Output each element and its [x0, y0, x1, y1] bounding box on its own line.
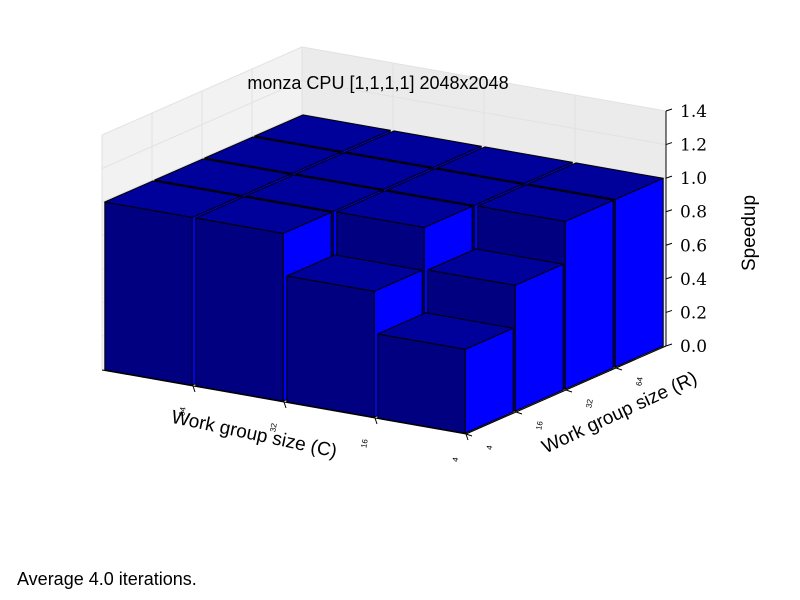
x-tick-mark	[374, 417, 378, 425]
bar-3-3-top	[527, 162, 664, 200]
x-axis-label: Work group size (C)	[170, 407, 339, 463]
bar-1-3-top	[345, 130, 482, 168]
z-tick-mark	[665, 108, 673, 112]
z-tick-mark	[665, 276, 673, 280]
z-tick-mark	[665, 209, 673, 213]
bar-2-1-top	[336, 190, 473, 228]
bar-1-0-top	[195, 196, 332, 234]
bar-2-2-top	[386, 168, 523, 206]
z-tick-mark	[665, 309, 673, 313]
x-tick-label: 16	[359, 438, 370, 449]
bar-1-1-top	[245, 174, 382, 212]
y-tick-label: 32	[584, 398, 595, 409]
y-tick-label: 4	[485, 444, 495, 450]
bar-3-3-side	[614, 177, 664, 368]
z-tick-mark	[665, 242, 673, 246]
bar-1-0-front	[195, 217, 284, 402]
z-tick-label: 0.0	[680, 337, 707, 357]
z-tick-label: 0.6	[680, 236, 707, 256]
bar-2-3-top	[436, 146, 573, 184]
z-tick-label: 1.4	[680, 102, 707, 122]
x-tick-label: 32	[268, 422, 279, 433]
bar-0-3-top	[254, 114, 391, 152]
z-tick-label: 0.8	[680, 203, 707, 223]
y-tick-label: 64	[634, 376, 645, 387]
bar-0-0-front	[104, 201, 193, 386]
z-tick-mark	[665, 343, 673, 347]
bar-3-0-top	[377, 312, 514, 350]
bars	[104, 114, 664, 434]
chart-title: monza CPU [1,1,1,1] 2048x2048	[247, 73, 508, 93]
tick-labels: 64 32 16 4 4 16 32 64 0.0 0.2 0.4 0.6 0.8 1.0 1.2 1.4	[177, 102, 707, 463]
bar-0-0-top	[104, 180, 241, 218]
z-tick-label: 1.2	[680, 136, 707, 156]
x-tick-label: 64	[177, 406, 188, 417]
footnote: Average 4.0 iterations.	[17, 569, 197, 589]
z-tick-label: 1.0	[680, 169, 707, 189]
z-axis-label: Speedup	[739, 195, 760, 271]
x-tick-mark	[465, 433, 469, 441]
bar-3-0-front	[377, 333, 466, 434]
x-tick-mark	[192, 385, 196, 393]
bar-0-2-top	[204, 136, 341, 174]
y-tick-mark	[615, 367, 623, 371]
x-tick-label: 4	[451, 456, 461, 462]
z-tick-mark	[665, 175, 673, 179]
bar-3-2-side	[564, 199, 614, 390]
y-tick-mark	[515, 411, 523, 415]
bar-2-0-front	[286, 275, 375, 418]
y-tick-mark	[465, 433, 473, 437]
bar-3-1-side	[514, 263, 564, 412]
x-tick-mark	[283, 401, 287, 409]
bar-2-0-top	[286, 254, 423, 292]
y-tick-mark	[565, 389, 573, 393]
bar-0-1-top	[154, 158, 291, 196]
z-tick-label: 0.2	[680, 303, 707, 323]
y-tick-label: 16	[534, 420, 545, 431]
bar-1-2-top	[295, 152, 432, 190]
z-tick-mark	[665, 142, 673, 146]
bar-3-2-top	[477, 184, 614, 222]
z-tick-label: 0.4	[680, 270, 707, 290]
bar-3-1-top	[427, 248, 564, 286]
